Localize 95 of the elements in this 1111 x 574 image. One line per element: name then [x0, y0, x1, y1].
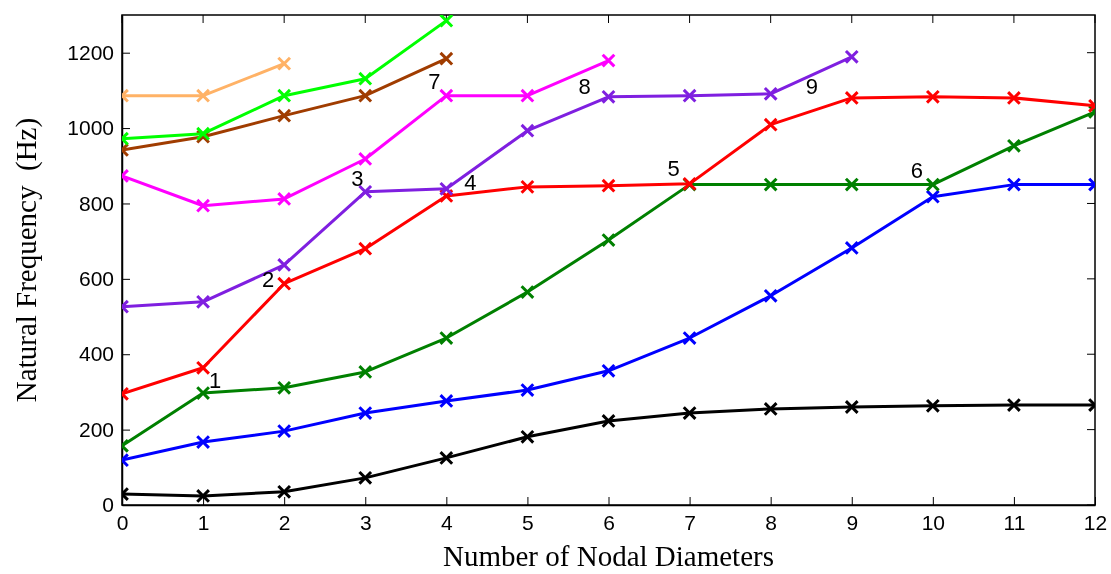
x-tick-label: 0 [116, 510, 129, 534]
point [925, 177, 941, 192]
annotation: 8 [578, 73, 591, 99]
point [844, 399, 860, 415]
x-tick-label: 12 [1083, 510, 1108, 534]
point [682, 405, 697, 421]
point [844, 49, 860, 65]
point [195, 385, 211, 401]
point [601, 178, 616, 194]
point [439, 330, 454, 346]
x-tick-label: 11 [1003, 510, 1026, 534]
point [925, 398, 941, 414]
point [276, 88, 292, 103]
x-tick-label: 10 [921, 510, 946, 534]
y-tick-label: 600 [78, 267, 114, 291]
y-tick-label: 200 [78, 417, 114, 441]
annotation: 9 [805, 73, 818, 99]
point [520, 123, 535, 139]
x-tick-label: 5 [522, 510, 534, 534]
point [601, 232, 616, 248]
annotation: 5 [667, 155, 680, 181]
point [439, 393, 454, 409]
point [1006, 90, 1022, 106]
point [276, 56, 292, 71]
point [276, 191, 292, 207]
point [357, 241, 373, 257]
point [195, 88, 211, 103]
x-axis-title: Number of Nodal Diameters [443, 540, 774, 572]
point [276, 380, 292, 396]
point [520, 382, 535, 398]
point [276, 423, 292, 439]
point [763, 288, 778, 304]
point [357, 405, 373, 421]
point [195, 434, 211, 450]
point [1006, 177, 1022, 192]
annotation: 1 [208, 367, 222, 393]
point [357, 470, 373, 486]
point [276, 276, 292, 292]
point [276, 484, 292, 500]
point [763, 86, 778, 102]
point [520, 429, 535, 445]
x-tick-label: 2 [278, 510, 291, 534]
point [357, 88, 373, 103]
point [357, 71, 373, 87]
point [844, 90, 860, 106]
x-tick-label: 7 [684, 510, 696, 534]
point [844, 240, 860, 256]
point [195, 198, 211, 214]
point [276, 257, 292, 273]
point [439, 51, 454, 67]
point [1006, 138, 1022, 154]
annotation: 6 [910, 158, 923, 184]
point [520, 88, 535, 103]
y-tick-label: 0 [102, 493, 114, 517]
point [357, 151, 373, 167]
y-axis-title: Natural Frequency (Hz) [10, 117, 43, 403]
point [439, 181, 454, 197]
point [357, 184, 373, 200]
point [925, 89, 941, 105]
point [925, 189, 941, 204]
x-tick-label: 8 [765, 510, 778, 534]
y-tick-label: 400 [78, 342, 114, 366]
point [601, 53, 616, 68]
point [276, 108, 292, 123]
annotation: 7 [428, 69, 441, 95]
point [601, 413, 616, 429]
point [357, 364, 373, 380]
point [520, 179, 535, 195]
x-tick-label: 4 [440, 510, 453, 534]
point [520, 284, 535, 300]
point [763, 401, 778, 417]
annotation: 4 [464, 169, 477, 195]
point [439, 88, 454, 103]
point [601, 89, 616, 105]
point [439, 450, 454, 466]
point [682, 88, 697, 103]
y-tick-label: 800 [78, 191, 114, 215]
x-tick-label: 3 [359, 510, 372, 534]
point [195, 360, 211, 376]
point [195, 488, 211, 504]
point [844, 177, 860, 192]
point [601, 363, 616, 379]
point [439, 15, 454, 28]
y-tick-label: 1200 [67, 40, 114, 64]
point [195, 294, 211, 310]
point [763, 177, 778, 192]
x-tick-label: 6 [603, 510, 615, 534]
point [1006, 397, 1022, 413]
point [763, 117, 778, 132]
x-tick-label: 9 [846, 510, 859, 534]
annotation: 3 [351, 165, 364, 191]
annotation: 2 [262, 266, 275, 292]
point [682, 330, 697, 346]
x-tick-label: 1 [197, 510, 210, 534]
y-tick-label: 1000 [67, 116, 114, 140]
